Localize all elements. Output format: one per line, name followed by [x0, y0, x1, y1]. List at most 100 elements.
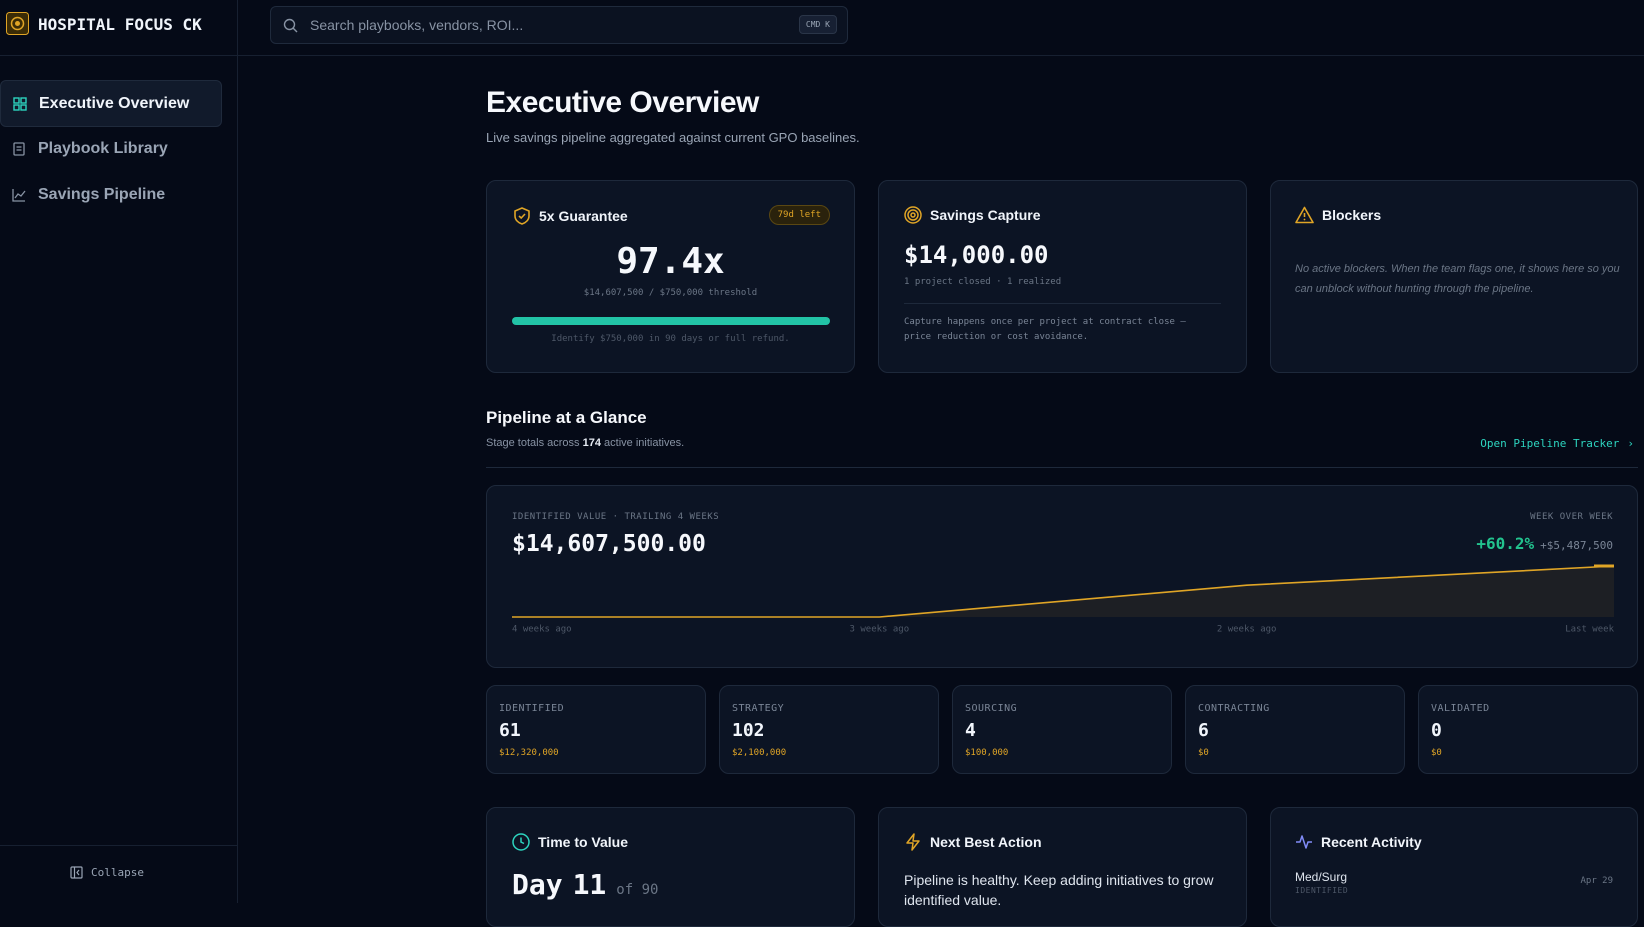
change-amount: +$5,487,500 [1540, 539, 1613, 552]
brand: HOSPITAL FOCUS CK [0, 0, 237, 56]
warning-icon [1295, 206, 1314, 224]
time-card: Time to Value Day 11 of 90 [486, 807, 855, 927]
brand-name: HOSPITAL FOCUS CK [38, 15, 202, 34]
nav-label: Executive Overview [39, 94, 190, 112]
stage-card[interactable]: STRATEGY 102 $2,100,000 [719, 685, 939, 774]
section-title: Pipeline at a Glance [486, 408, 647, 427]
stage-name: CONTRACTING [1198, 703, 1270, 714]
x-tick-label: Last week [1565, 625, 1614, 635]
day-row: Day 11 of 90 [512, 868, 658, 901]
bolt-icon [906, 833, 920, 851]
nav-label: Playbook Library [38, 139, 168, 157]
shield-icon [514, 207, 530, 225]
activity-item: Med/Surg [1295, 870, 1348, 884]
change-row: +60.2% +$5,487,500 [1476, 534, 1613, 553]
subtitle-text: active initiatives. [604, 437, 685, 449]
day-total: of 90 [616, 882, 659, 898]
divider [904, 303, 1221, 304]
stage-count: 4 [965, 720, 976, 741]
stage-count: 0 [1431, 720, 1442, 741]
area-fill [512, 566, 1614, 617]
subtitle-text: Stage totals across [486, 437, 580, 449]
stage-value: $2,100,000 [732, 748, 787, 758]
x-tick-label: 3 weeks ago [850, 625, 910, 635]
card-header: Blockers [1295, 206, 1381, 224]
card-header: Savings Capture [904, 206, 1040, 224]
topbar: Search playbooks, vendors, ROI... CMD K [238, 0, 1644, 56]
change-label: WEEK OVER WEEK [1530, 512, 1613, 522]
guarantee-note: Identify $750,000 in 90 days or full ref… [551, 334, 790, 344]
change-value: +60.2% [1476, 534, 1535, 553]
capture-note: Capture happens once per project at cont… [904, 317, 1186, 342]
stage-value: $0 [1431, 748, 1442, 758]
chevron: › [1627, 437, 1634, 450]
stage-name: VALIDATED [1431, 703, 1490, 714]
target-icon [904, 206, 922, 224]
progress-bar [512, 317, 830, 325]
collapse-area: Collapse [0, 845, 237, 904]
nav-label: Savings Pipeline [38, 185, 166, 203]
collapse-icon [70, 866, 83, 879]
link-label: Open Pipeline Tracker [1480, 437, 1620, 450]
search-box[interactable]: Search playbooks, vendors, ROI... CMD K [270, 6, 848, 44]
trend-card: IDENTIFIED VALUE · TRAILING 4 WEEKS $14,… [486, 485, 1638, 668]
nav-item[interactable]: Executive Overview [0, 80, 222, 127]
stage-card[interactable]: VALIDATED 0 $0 [1418, 685, 1638, 774]
nav-icon [13, 141, 25, 156]
card-header: Recent Activity [1295, 833, 1422, 851]
card-header: 5x Guarantee [513, 207, 628, 225]
nav-icon [13, 96, 27, 111]
card-title: Time to Value [538, 834, 628, 850]
card-header: Next Best Action [904, 833, 1042, 851]
trend-chart: 4 weeks ago 3 weeks ago 2 weeks ago Last we… [512, 564, 1615, 635]
stage-card[interactable]: SOURCING 4 $100,000 [952, 685, 1172, 774]
blockers-card: Blockers No active blockers. When the te… [1270, 180, 1638, 373]
guarantee-detail: $14,607,500 / $750,000 threshold [583, 288, 758, 298]
initiative-count: 174 [582, 437, 601, 449]
activity-card: Recent Activity Med/Surg IDENTIFIED Apr … [1270, 807, 1638, 927]
nav-item[interactable]: Playbook Library [0, 126, 220, 171]
stage-name: IDENTIFIED [499, 703, 565, 714]
clock-icon [512, 833, 530, 851]
days-badge: 79d left [768, 205, 830, 225]
logo [6, 12, 29, 35]
collapse-button[interactable]: Collapse [70, 866, 144, 879]
x-tick-label: 2 weeks ago [1217, 625, 1277, 635]
stage-name: STRATEGY [732, 703, 785, 714]
stage-count: 61 [499, 720, 521, 741]
pulse-icon [1296, 835, 1312, 849]
stage-value: $0 [1198, 748, 1209, 758]
page-subtitle: Live savings pipeline aggregated against… [486, 130, 860, 145]
guarantee-card: 5x Guarantee 79d left 97.4x $14,607,500 … [486, 180, 855, 373]
nav-icon [12, 188, 26, 202]
collapse-label: Collapse [91, 866, 144, 879]
blockers-note: No active blockers. When the team flags … [1295, 263, 1620, 295]
capture-value: $14,000.00 [904, 241, 1049, 269]
tracker-link[interactable]: Open Pipeline Tracker › [1480, 437, 1634, 450]
stage-card[interactable]: IDENTIFIED 61 $12,320,000 [486, 685, 706, 774]
card-title: Blockers [1322, 207, 1382, 223]
stage-count: 6 [1198, 720, 1209, 741]
chart-label: IDENTIFIED VALUE · TRAILING 4 WEEKS [512, 512, 720, 522]
day-label: Day [512, 868, 563, 901]
capture-card: Savings Capture $14,000.00 1 project clo… [878, 180, 1247, 373]
activity-status: IDENTIFIED [1295, 886, 1349, 895]
card-header: Time to Value [512, 833, 628, 851]
stage-value: $100,000 [965, 748, 1009, 758]
capture-detail: 1 project closed · 1 realized [904, 277, 1062, 287]
stage-name: SOURCING [965, 703, 1018, 714]
day-number: 11 [572, 868, 607, 901]
card-title: Recent Activity [1321, 834, 1422, 850]
stage-count: 102 [732, 720, 765, 741]
stage-value: $12,320,000 [499, 748, 559, 758]
stage-card[interactable]: CONTRACTING 6 $0 [1185, 685, 1405, 774]
card-title: 5x Guarantee [539, 208, 628, 224]
x-tick-label: 4 weeks ago [512, 625, 572, 635]
shortcut: CMD K [798, 15, 837, 34]
action-text: Pipeline is healthy. Keep adding initiat… [904, 872, 1214, 908]
nav-item[interactable]: Savings Pipeline [0, 172, 220, 217]
search-icon [283, 18, 298, 32]
page-title: Executive Overview [486, 86, 759, 119]
section-subtitle: Stage totals across 174 active initiativ… [486, 437, 684, 449]
